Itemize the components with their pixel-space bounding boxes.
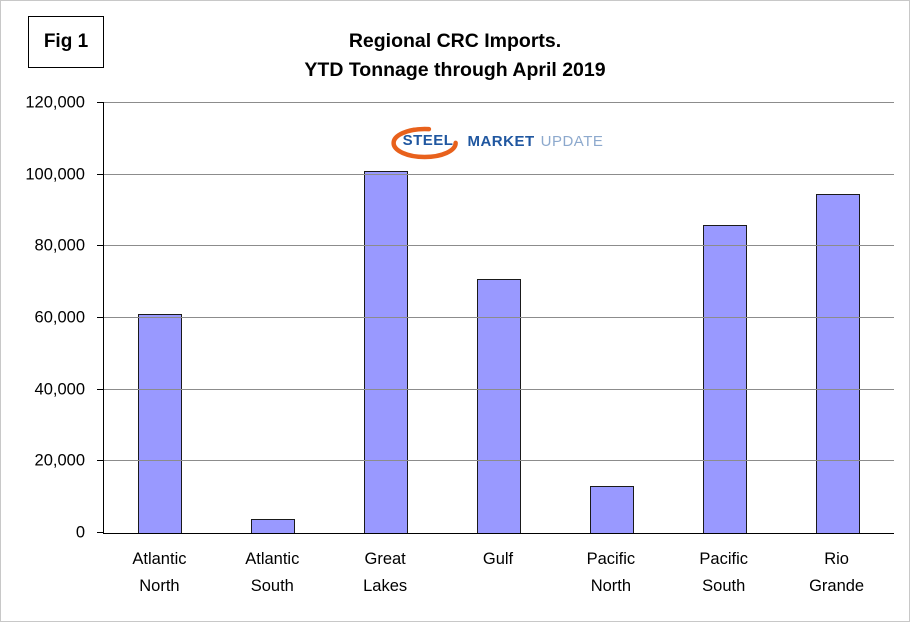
logo-word-update: UPDATE <box>540 132 604 150</box>
y-axis-tick-label: 60,000 <box>34 308 85 327</box>
y-axis-labels: 0 20,000 40,000 60,000 80,000 100,000 120,000 <box>0 94 95 542</box>
x-axis-label-pacific-north: Pacific North <box>586 550 636 595</box>
y-axis-tick-label: 40,000 <box>34 380 85 399</box>
chart-title-line1: Regional CRC Imports. <box>348 30 562 52</box>
x-axis-labels: Atlantic North Atlantic South Great Lakes Gulf… <box>103 546 893 600</box>
y-axis-tick <box>97 388 104 390</box>
y-axis-tick-label: 120,000 <box>25 93 85 112</box>
figure-number-box: Fig 1 <box>28 16 104 68</box>
bar-slot <box>443 103 556 533</box>
bar-great-lakes <box>364 171 409 533</box>
y-axis-tick <box>97 460 104 462</box>
bar-atlantic-north <box>138 314 183 533</box>
figure-number-label: Fig 1 <box>43 31 89 52</box>
y-axis-tick <box>97 317 104 318</box>
x-axis-label-great-lakes: Great Lakes <box>363 550 408 595</box>
steel-market-update-logo: STEEL MARKET UPDATE <box>391 126 604 160</box>
x-axis-label-pacific-south: Pacific South <box>699 550 749 595</box>
bar-pacific-north <box>589 486 634 533</box>
gridline <box>104 388 894 390</box>
plot-area: STEEL MARKET UPDATE <box>97 102 894 534</box>
gridline <box>104 102 894 103</box>
chart-title: Regional CRC Imports. YTD Tonnage throug… <box>0 27 910 85</box>
x-axis-label-gulf: Gulf <box>482 550 514 568</box>
x-axis-label-rio-grande: Rio Grande <box>809 550 865 595</box>
bar-rio-grande <box>815 194 860 533</box>
bar-atlantic-south <box>251 518 296 533</box>
y-axis-tick-label: 20,000 <box>34 451 85 470</box>
logo-steel-wrap: STEEL <box>391 126 462 160</box>
bar-gulf <box>477 278 521 533</box>
bar-slot <box>217 103 330 533</box>
bar-slot <box>668 103 781 533</box>
y-axis-tick <box>97 532 104 533</box>
logo-word-market: MARKET <box>467 132 535 150</box>
bar-slot <box>781 103 894 533</box>
y-axis-tick-label: 100,000 <box>25 165 85 184</box>
gridline <box>104 460 894 462</box>
logo-word-steel: STEEL <box>402 132 454 149</box>
bar-slot <box>330 103 443 533</box>
gridline <box>104 245 894 247</box>
gridline <box>104 173 894 175</box>
bar-pacific-south <box>702 224 747 533</box>
y-axis-tick <box>97 245 104 247</box>
y-axis-tick-label: 0 <box>75 523 85 542</box>
y-axis-tick-label: 80,000 <box>34 236 85 255</box>
y-axis-tick <box>97 102 104 103</box>
bar-slot <box>555 103 668 533</box>
chart-title-line2: YTD Tonnage through April 2019 <box>304 59 606 81</box>
x-axis-label-atlantic-south: Atlantic South <box>245 550 300 595</box>
gridline <box>104 317 894 318</box>
bar-slot <box>104 103 217 533</box>
x-axis-label-atlantic-north: Atlantic North <box>132 550 187 595</box>
y-axis-tick <box>97 173 104 175</box>
bars <box>104 103 894 533</box>
